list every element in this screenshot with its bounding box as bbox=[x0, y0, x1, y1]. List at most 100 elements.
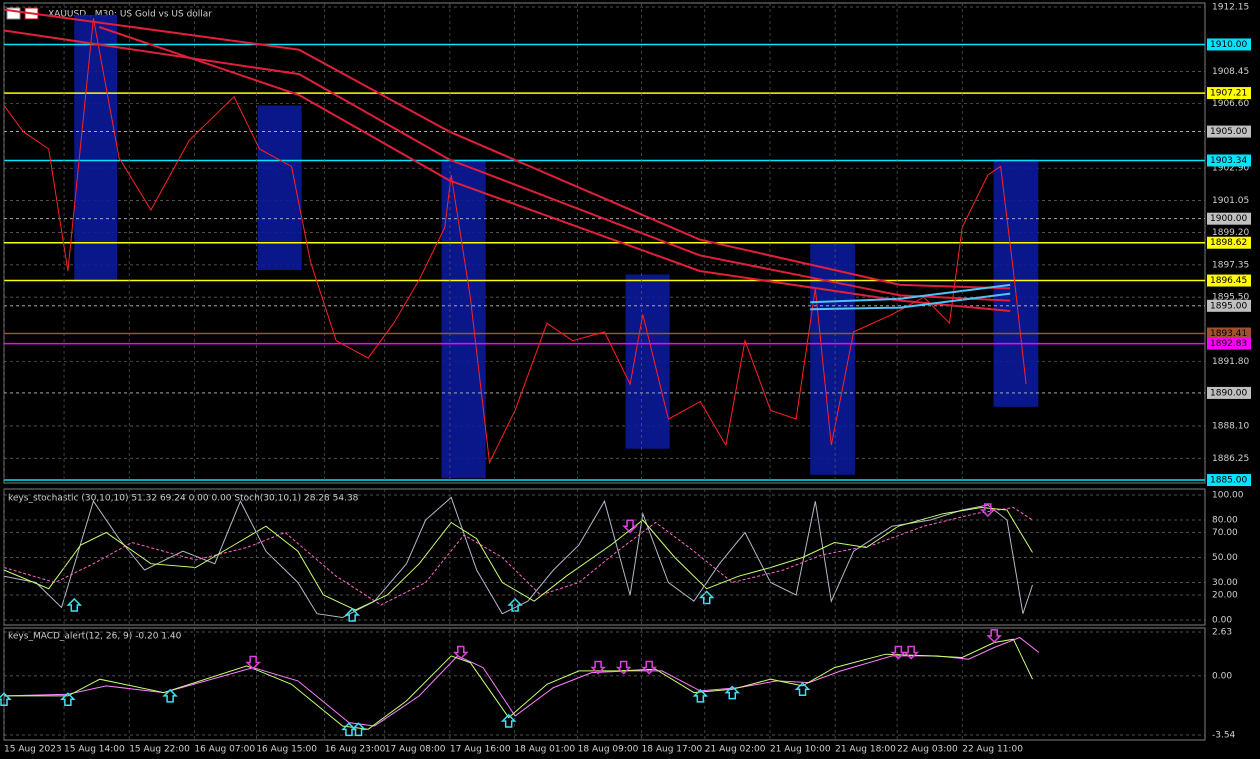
y-tick-label: 1899.20 bbox=[1212, 228, 1249, 238]
x-tick-label: 16 Aug 23:00 bbox=[325, 745, 386, 755]
y-tick-label: 1906.60 bbox=[1212, 99, 1249, 109]
indicator-title: keys_MACD_alert(12, 26, 9) -0.20 1.40 bbox=[8, 632, 182, 642]
arrow-down bbox=[615, 660, 632, 675]
arrow-down bbox=[641, 660, 658, 675]
y-tick-label: 0.00 bbox=[1212, 671, 1232, 681]
level-label: 1890.00 bbox=[1210, 388, 1247, 398]
level-label: 1900.00 bbox=[1210, 214, 1247, 224]
arrow-down bbox=[590, 660, 606, 675]
x-tick-label: 21 Aug 18:00 bbox=[835, 745, 896, 755]
arrow-down bbox=[986, 629, 1003, 643]
arrow-up bbox=[724, 685, 741, 700]
level-tag bbox=[1207, 154, 1251, 167]
y-tick-label: 0.00 bbox=[1212, 615, 1232, 625]
level-label: 1885.00 bbox=[1210, 476, 1247, 486]
level-label: 1893.41 bbox=[1210, 329, 1247, 339]
arrow-up bbox=[60, 692, 76, 707]
y-tick-label: 80.00 bbox=[1212, 515, 1238, 525]
series-line bbox=[810, 292, 1011, 311]
zone bbox=[625, 274, 670, 449]
x-tick-label: 18 Aug 09:00 bbox=[578, 745, 639, 755]
y-tick-label: 1897.35 bbox=[1212, 260, 1249, 270]
arrow-up bbox=[66, 597, 83, 612]
y-tick-label: 1912.15 bbox=[1212, 3, 1249, 13]
y-tick-label: 1888.10 bbox=[1212, 422, 1249, 432]
arrow-down bbox=[979, 503, 996, 518]
arrow-up bbox=[0, 692, 12, 707]
x-tick-label: 22 Aug 03:00 bbox=[897, 745, 958, 755]
y-tick-label: 50.00 bbox=[1212, 553, 1238, 563]
y-tick-label: 1886.25 bbox=[1212, 454, 1249, 464]
series-line bbox=[3, 8, 1011, 290]
level-tag bbox=[1207, 474, 1251, 487]
x-tick-label: 18 Aug 01:00 bbox=[514, 745, 575, 755]
level-label: 1895.00 bbox=[1210, 301, 1247, 311]
level-tag bbox=[1207, 327, 1251, 340]
y-tick-label: -3.54 bbox=[1212, 730, 1236, 740]
level-tag bbox=[1207, 386, 1251, 399]
level-label: 1905.00 bbox=[1210, 127, 1247, 137]
chart-title: XAUUSD., M30: US Gold vs US dollar bbox=[48, 10, 212, 20]
level-tag bbox=[1207, 337, 1251, 350]
level-tag bbox=[1207, 38, 1251, 51]
y-tick-label: 20.00 bbox=[1212, 590, 1238, 600]
zone bbox=[441, 159, 486, 479]
x-tick-label: 15 Aug 2023 bbox=[4, 745, 62, 755]
zone bbox=[74, 14, 118, 282]
y-tick-label: 1891.80 bbox=[1212, 357, 1249, 367]
arrow-up bbox=[350, 722, 367, 737]
level-label: 1892.83 bbox=[1210, 339, 1247, 349]
icon[interactable] bbox=[6, 7, 21, 20]
level-tag bbox=[1207, 236, 1251, 249]
arrow-up bbox=[344, 607, 360, 622]
x-tick-label: 21 Aug 02:00 bbox=[705, 745, 766, 755]
y-tick-label: 2.63 bbox=[1212, 628, 1232, 638]
series-line bbox=[810, 283, 1011, 304]
level-tag bbox=[1207, 87, 1251, 100]
level-tag bbox=[1207, 274, 1251, 287]
arrow-down bbox=[245, 655, 261, 670]
level-label: 1910.00 bbox=[1210, 40, 1247, 50]
x-tick-label: 17 Aug 16:00 bbox=[450, 745, 511, 755]
x-tick-label: 15 Aug 14:00 bbox=[64, 745, 125, 755]
arrow-up bbox=[162, 688, 178, 703]
series-line bbox=[3, 506, 1033, 606]
level-tag bbox=[1207, 125, 1251, 138]
arrow-down bbox=[622, 519, 638, 534]
y-tick-label: 100.00 bbox=[1212, 490, 1244, 500]
y-tick-label: 1901.05 bbox=[1212, 196, 1249, 206]
arrow-up bbox=[500, 713, 517, 728]
y-tick-label: 70.00 bbox=[1212, 528, 1238, 538]
level-tag bbox=[1207, 299, 1251, 312]
arrow-up bbox=[507, 597, 523, 612]
level-label: 1903.34 bbox=[1210, 156, 1247, 166]
level-label: 1907.21 bbox=[1210, 89, 1247, 99]
arrow-up bbox=[794, 682, 811, 697]
level-label: 1896.45 bbox=[1210, 276, 1247, 286]
x-tick-label: 16 Aug 15:00 bbox=[256, 745, 317, 755]
x-tick-label: 18 Aug 17:00 bbox=[642, 745, 703, 755]
x-tick-label: 22 Aug 11:00 bbox=[962, 745, 1023, 755]
y-tick-label: 1895.50 bbox=[1212, 293, 1249, 303]
level-tag bbox=[1207, 212, 1251, 225]
x-tick-label: 17 Aug 08:00 bbox=[385, 745, 446, 755]
arrow-up bbox=[698, 590, 715, 605]
y-tick-label: 30.00 bbox=[1212, 578, 1238, 588]
series-line bbox=[3, 506, 1033, 611]
x-tick-label: 16 Aug 07:00 bbox=[194, 745, 255, 755]
y-tick-label: 1902.90 bbox=[1212, 164, 1249, 174]
x-tick-label: 21 Aug 10:00 bbox=[770, 745, 831, 755]
y-tick-label: 1908.45 bbox=[1212, 67, 1249, 77]
indicator-title: keys_stochastic (30,10,10) 51.32 69.24 0… bbox=[8, 494, 359, 504]
series-line bbox=[98, 26, 1011, 312]
zone bbox=[257, 105, 302, 271]
arrow-down bbox=[890, 645, 907, 660]
arrow-down bbox=[903, 645, 919, 660]
level-label: 1898.62 bbox=[1210, 238, 1247, 248]
series-line bbox=[3, 496, 1033, 619]
x-tick-label: 15 Aug 22:00 bbox=[129, 745, 190, 755]
arrow-up bbox=[692, 688, 709, 703]
arrow-down bbox=[452, 645, 469, 660]
